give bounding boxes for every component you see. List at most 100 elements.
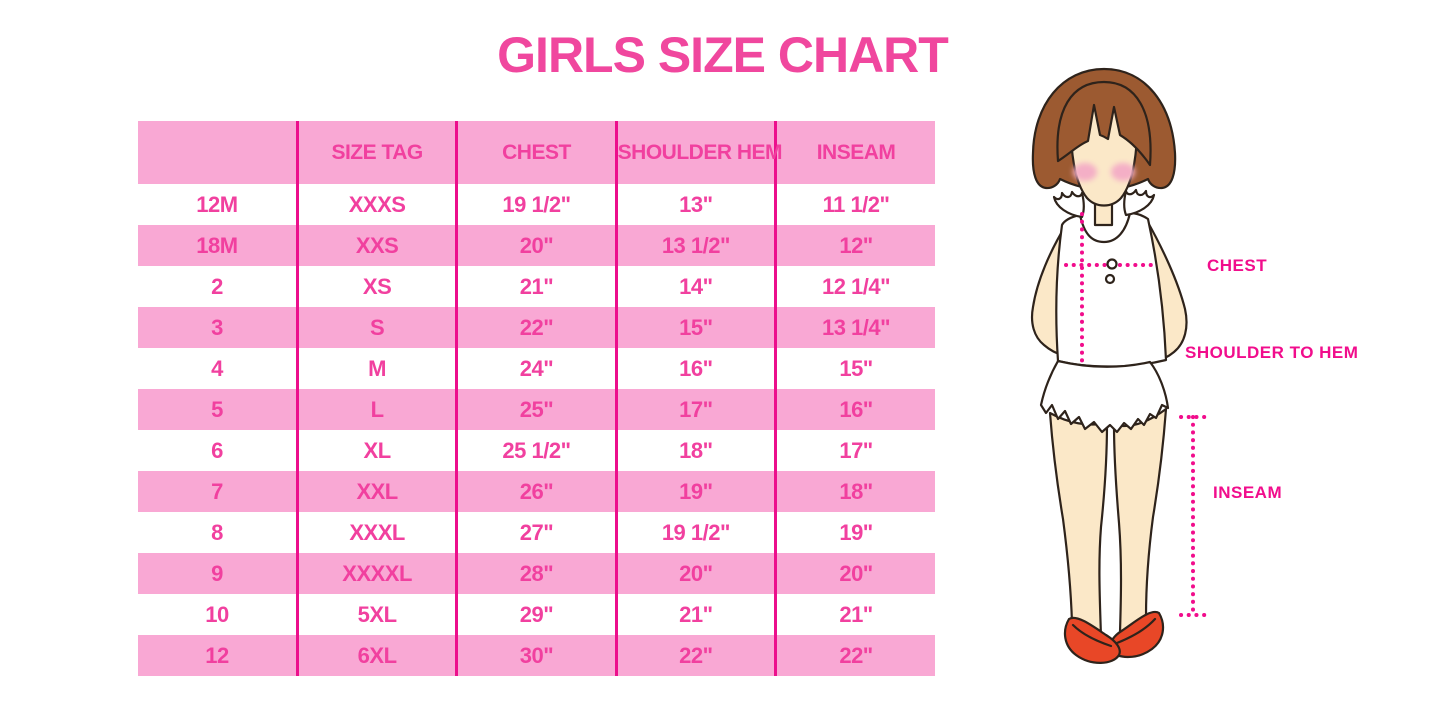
table-row: 12 6XL 30" 22" 22" [138,635,935,676]
girl-hair-bangs [1056,80,1152,167]
table-cell: 25" [455,389,617,430]
column-header-blank [138,121,298,184]
table-cell: 16" [614,348,776,389]
table-cell: 12 [138,635,298,676]
table-cell: 9 [138,553,298,594]
table-cell: 12 1/4" [774,266,935,307]
table-cell: 21" [455,266,617,307]
table-cell: 18M [138,225,298,266]
table-cell: XXXXL [295,553,457,594]
table-cell: XL [295,430,457,471]
table-row: 2 XS 21" 14" 12 1/4" [138,266,935,307]
table-cell: 19 1/2" [455,184,617,225]
girl-shoe-left-strap [1071,623,1113,648]
table-cell: 5 [138,389,298,430]
table-cell: 19" [614,471,776,512]
table-cell: 11 1/2" [774,184,935,225]
table-row: 3 S 22" 15" 13 1/4" [138,307,935,348]
table-header: SIZE TAG CHEST SHOULDER HEM INSEAM [138,121,935,184]
inseam-label: INSEAM [1213,483,1282,502]
table-cell: M [295,348,457,389]
table-cell: 18" [614,430,776,471]
table-row: 12M XXXS 19 1/2" 13" 11 1/2" [138,184,935,225]
table-row: 8 XXXL 27" 19 1/2" 19" [138,512,935,553]
table-row: 4 M 24" 16" 15" [138,348,935,389]
table-cell: 12" [774,225,935,266]
girl-top-button-1 [1106,258,1118,270]
column-header-inseam: INSEAM [774,121,935,184]
table-cell: 10 [205,601,229,627]
column-header-chest: CHEST [455,121,617,184]
table-cell: 21" [774,594,935,635]
girl-leg-left [1048,411,1109,643]
column-header-shoulder-hem: SHOULDER HEM [614,121,783,184]
table-cell: 22" [455,307,617,348]
table-cell: 19 1/2" [614,512,776,553]
table-row: 9 XXXXL 28" 20" 20" [138,553,935,594]
girl-blush-left [1073,163,1097,181]
shoulder-to-hem-label: SHOULDER TO HEM [1185,343,1358,362]
table-header-row: SIZE TAG CHEST SHOULDER HEM INSEAM [138,121,935,184]
page-title: GIRLS SIZE CHART [497,27,949,83]
table-row: 5 L 25" 17" 16" [138,389,935,430]
table-cell: 22" [774,635,935,676]
table-cell: 6XL [295,635,457,676]
table-cell: 29" [455,594,617,635]
table-cell: 12M [196,191,238,217]
table-cell: 19" [774,512,935,553]
table-cell: 20" [614,553,776,594]
table-cell: 4 [211,355,223,381]
girl-leg-right [1112,407,1168,638]
table-row: 6 XL 25 1/2" 18" 17" [138,430,935,471]
table-cell: 3 [138,307,298,348]
table-cell: 17" [774,430,935,471]
table-cell: XXXL [295,512,457,553]
table-cell: 20" [455,225,617,266]
girl-shoulder-ruffle-right [1123,188,1156,217]
table-cell: 15" [774,348,935,389]
girl-shoulder-ruffle-left [1052,190,1085,219]
table-cell: 2 [211,273,223,299]
table-cell: 18" [774,471,935,512]
table-cell: 21" [614,594,776,635]
table-cell: 13 1/2" [614,225,776,266]
table-cell: 20" [774,553,935,594]
girl-measurement-diagram: CHEST SHOULDER TO HEM INSEAM [1000,55,1445,680]
table-row: 10 5XL 29" 21" 21" [138,594,935,635]
chest-label: CHEST [1207,256,1267,275]
table-cell: L [295,389,457,430]
table-cell: 28" [455,553,617,594]
table-cell: 6 [211,437,223,463]
table-cell: 30" [455,635,617,676]
table-cell: 15" [614,307,776,348]
table-cell: 16" [774,389,935,430]
table-cell: 17" [614,389,776,430]
table-cell: 8 [211,519,223,545]
table-cell: 13 1/4" [774,307,935,348]
table-cell: 7 [138,471,298,512]
girl-top-bodice [1055,211,1168,368]
table-row: 18M XXS 20" 13 1/2" 12" [138,225,935,266]
table-cell: 22" [614,635,776,676]
girl-top-button-2 [1104,273,1116,285]
table-cell: 5XL [295,594,457,635]
table-cell: XXXS [295,184,457,225]
table-cell: 13" [614,184,776,225]
table-cell: 27" [455,512,617,553]
girls-size-table: SIZE TAG CHEST SHOULDER HEM INSEAM 12M XX… [138,121,935,676]
table-cell: S [295,307,457,348]
table-row: 7 XXL 26" 19" 18" [138,471,935,512]
table-cell: XXL [295,471,457,512]
table-cell: 24" [455,348,617,389]
girl-skirt [1039,359,1170,434]
table-cell: 14" [614,266,776,307]
table-cell: 26" [455,471,617,512]
table-cell: XXS [295,225,457,266]
table-cell: 25 1/2" [455,430,617,471]
table-cell: XS [295,266,457,307]
girl-shoe-right-strap [1115,617,1157,645]
girl-blush-right [1111,163,1135,181]
table-body: 12M XXXS 19 1/2" 13" 11 1/2" 18M XXS 20" 13 1/2"… [138,184,935,676]
column-header-size-tag: SIZE TAG [295,121,457,184]
